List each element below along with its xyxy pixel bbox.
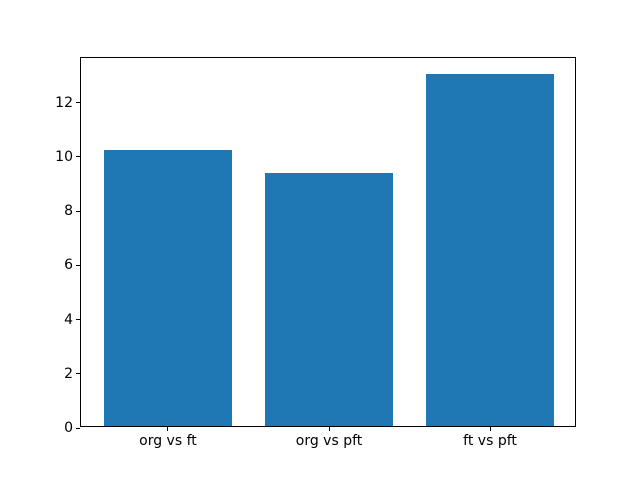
bar-org-vs-pft bbox=[264, 173, 394, 426]
y-tick-mark bbox=[76, 102, 80, 104]
y-tick-mark bbox=[76, 373, 80, 375]
x-tick-mark bbox=[328, 427, 330, 431]
x-tick-label: ft vs pft bbox=[463, 433, 517, 449]
y-tick-mark bbox=[76, 264, 80, 266]
y-tick-mark bbox=[76, 210, 80, 212]
y-tick-label: 10 bbox=[55, 148, 73, 165]
y-tick-label: 2 bbox=[64, 365, 73, 382]
y-tick-mark bbox=[76, 427, 80, 429]
y-tick-label: 12 bbox=[55, 94, 73, 111]
x-tick-mark bbox=[167, 427, 169, 431]
y-tick-label: 0 bbox=[64, 420, 73, 436]
y-tick-mark bbox=[76, 156, 80, 158]
y-tick-label: 8 bbox=[64, 203, 73, 220]
y-tick-label: 6 bbox=[64, 257, 73, 274]
bar-org-vs-ft bbox=[103, 149, 233, 426]
bar-ft-vs-pft bbox=[425, 73, 555, 426]
plot-area: 0 2 4 6 8 10 12 org vs ft org vs pft ft vs pft bbox=[55, 57, 576, 448]
x-tick-label: org vs pft bbox=[295, 433, 363, 449]
y-tick-mark bbox=[76, 319, 80, 321]
x-tick-label: org vs ft bbox=[139, 433, 197, 449]
x-tick-mark bbox=[489, 427, 491, 431]
y-tick-label: 4 bbox=[64, 311, 73, 328]
